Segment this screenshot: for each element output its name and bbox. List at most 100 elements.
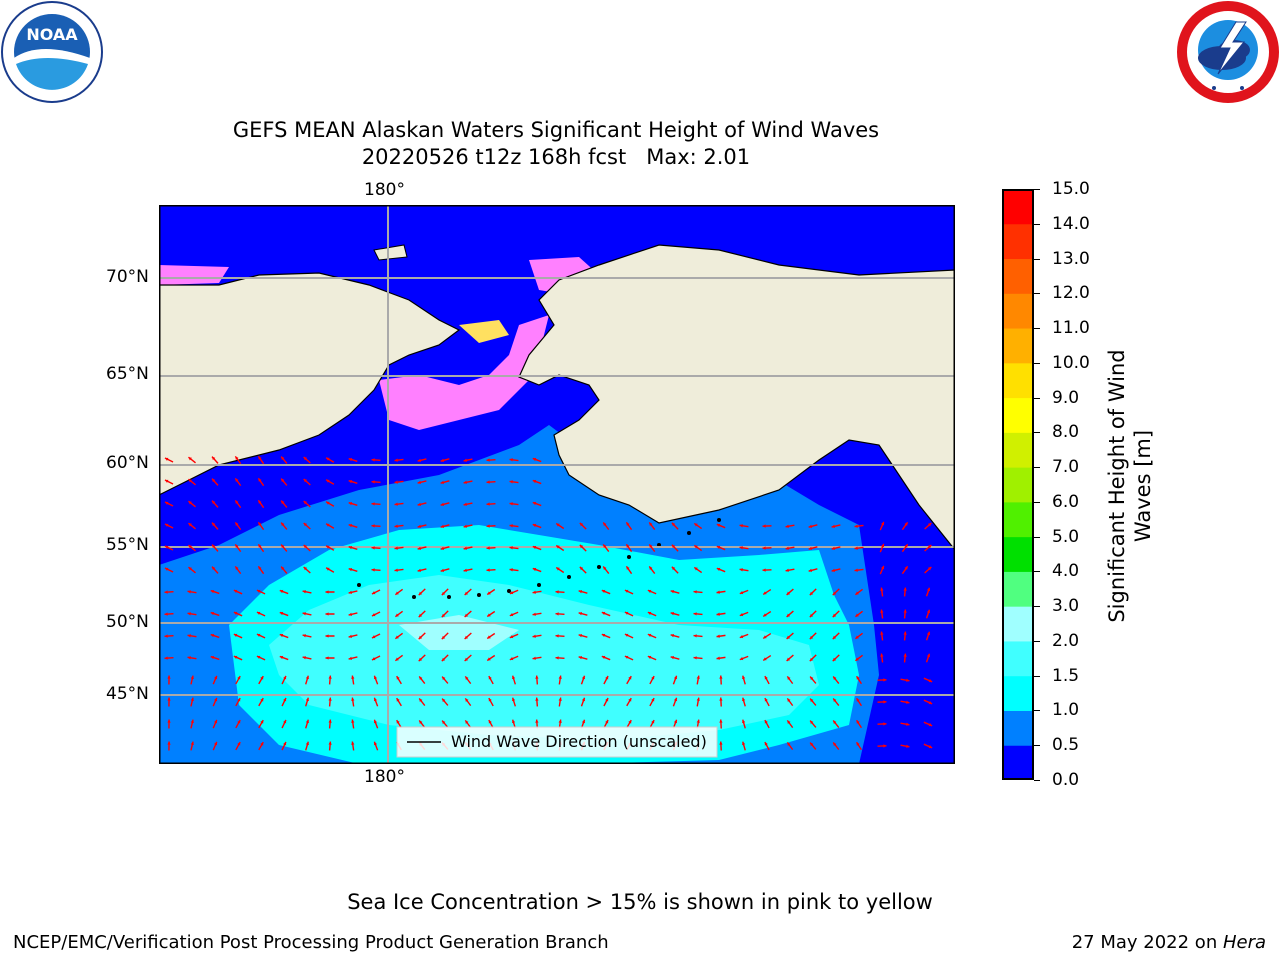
wind-arrow-head — [371, 524, 375, 528]
wind-arrow-head — [187, 634, 191, 638]
wind-arrow-head — [763, 613, 767, 617]
wind-arrow-head — [787, 742, 791, 746]
wind-arrow-head — [210, 655, 215, 660]
wind-arrow-head — [279, 611, 284, 616]
wind-arrow-head — [670, 633, 675, 638]
wind-arrow-head — [188, 523, 192, 527]
wind-arrow-head — [417, 546, 421, 550]
wind-arrow-head — [601, 611, 606, 616]
wind-arrow-head — [164, 612, 168, 616]
wind-arrow-head — [509, 568, 513, 572]
wind-arrow-head — [283, 719, 287, 724]
wind-arrow-head — [373, 697, 378, 702]
wind-arrow-head — [764, 720, 768, 724]
wind-arrow-head — [556, 523, 560, 527]
wind-arrow-head — [325, 590, 329, 594]
wind-arrow-head — [283, 675, 287, 680]
wind-arrow-head — [326, 479, 330, 483]
wind-arrow-head — [696, 719, 700, 723]
lon-label-bottom: 180° — [364, 767, 405, 787]
wind-arrow-head — [190, 675, 194, 679]
wind-arrow-head — [418, 591, 423, 596]
wind-arrow-head — [509, 612, 514, 617]
wind-arrow-head — [808, 568, 813, 572]
wind-arrow-head — [258, 544, 262, 548]
colorbar-tick-mark — [1034, 501, 1040, 503]
wind-arrow-head — [486, 546, 490, 550]
wind-arrow-head — [351, 675, 355, 679]
wind-arrow-head — [487, 657, 491, 661]
wind-arrow-head — [164, 501, 169, 505]
wind-arrow-head — [187, 612, 191, 616]
wind-arrow-head — [601, 655, 606, 660]
wind-arrow-head — [903, 653, 907, 657]
wind-arrow-head — [328, 741, 332, 745]
wind-arrow-head — [351, 741, 355, 745]
wind-arrow-head — [371, 458, 375, 462]
wind-arrow-head — [256, 589, 261, 593]
colorbar-swatch — [1002, 258, 1034, 294]
wind-arrow-head — [880, 609, 884, 613]
colorbar-swatch — [1002, 606, 1034, 642]
wind-arrow-head — [647, 589, 652, 593]
wind-arrow-head — [605, 697, 609, 702]
wind-arrow-head — [351, 719, 355, 723]
wind-arrow-head — [394, 502, 398, 506]
wind-arrow-head — [509, 524, 513, 528]
wind-arrow-head — [442, 676, 446, 680]
wind-arrow-head — [210, 611, 215, 616]
wind-arrow-head — [785, 524, 789, 528]
wind-arrow-head — [904, 522, 908, 526]
wind-arrow-head — [649, 522, 653, 526]
wind-arrow-head — [348, 590, 352, 594]
wind-arrow-head — [464, 613, 469, 617]
wind-arrow-head — [532, 479, 537, 484]
wind-arrow-head — [281, 500, 285, 504]
wind-arrow-head — [926, 631, 931, 636]
wind-arrow-head — [694, 545, 698, 549]
wind-arrow-head — [810, 676, 814, 680]
lon-label-top: 180° — [364, 180, 405, 200]
wind-arrow-head — [463, 546, 467, 550]
wind-arrow-head — [237, 698, 241, 702]
wave-band-15 — [269, 575, 819, 740]
wind-arrow-head — [187, 656, 191, 660]
wind-arrow-head — [486, 480, 490, 484]
aleutian-islands — [357, 518, 721, 599]
colorbar-tick-label: 4.0 — [1052, 561, 1080, 582]
wind-arrow-head — [371, 657, 376, 661]
wind-arrow-head — [786, 591, 791, 595]
wind-arrow-head — [581, 675, 586, 680]
colorbar-swatch — [1002, 189, 1034, 225]
colorbar — [1002, 189, 1034, 780]
wind-arrow-head — [785, 568, 789, 572]
wind-arrow-head — [348, 479, 353, 484]
wind-arrow-head — [281, 544, 285, 548]
wind-arrow-head — [578, 612, 583, 616]
colorbar-tick-label: 0.5 — [1052, 735, 1080, 756]
wind-arrow-head — [904, 544, 908, 548]
wind-arrow-head — [855, 657, 859, 661]
wind-arrow-head — [694, 567, 698, 571]
wind-arrow-head — [488, 698, 492, 702]
wind-arrow-head — [509, 590, 514, 595]
wind-arrow-head — [164, 634, 168, 638]
wind-arrow-head — [351, 697, 355, 701]
wind-arrow-head — [739, 634, 744, 639]
wind-arrow-head — [164, 457, 169, 461]
wind-arrow-head — [626, 522, 630, 526]
wind-arrow-head — [167, 719, 171, 723]
nws-logo — [1176, 0, 1280, 104]
wind-arrow-head — [417, 458, 421, 462]
wind-arrow-head — [302, 634, 306, 638]
wind-arrow-head — [856, 720, 860, 724]
wind-arrow-head — [488, 720, 492, 724]
wind-arrow-head — [628, 720, 632, 724]
wind-arrow-head — [348, 634, 352, 638]
wind-arrow-head — [440, 458, 445, 462]
wind-arrow-head — [279, 633, 284, 638]
wind-arrow-head — [256, 611, 261, 615]
wind-arrow-head — [442, 720, 446, 724]
wind-arrow-head — [395, 591, 399, 595]
wind-arrow-head — [555, 590, 559, 594]
